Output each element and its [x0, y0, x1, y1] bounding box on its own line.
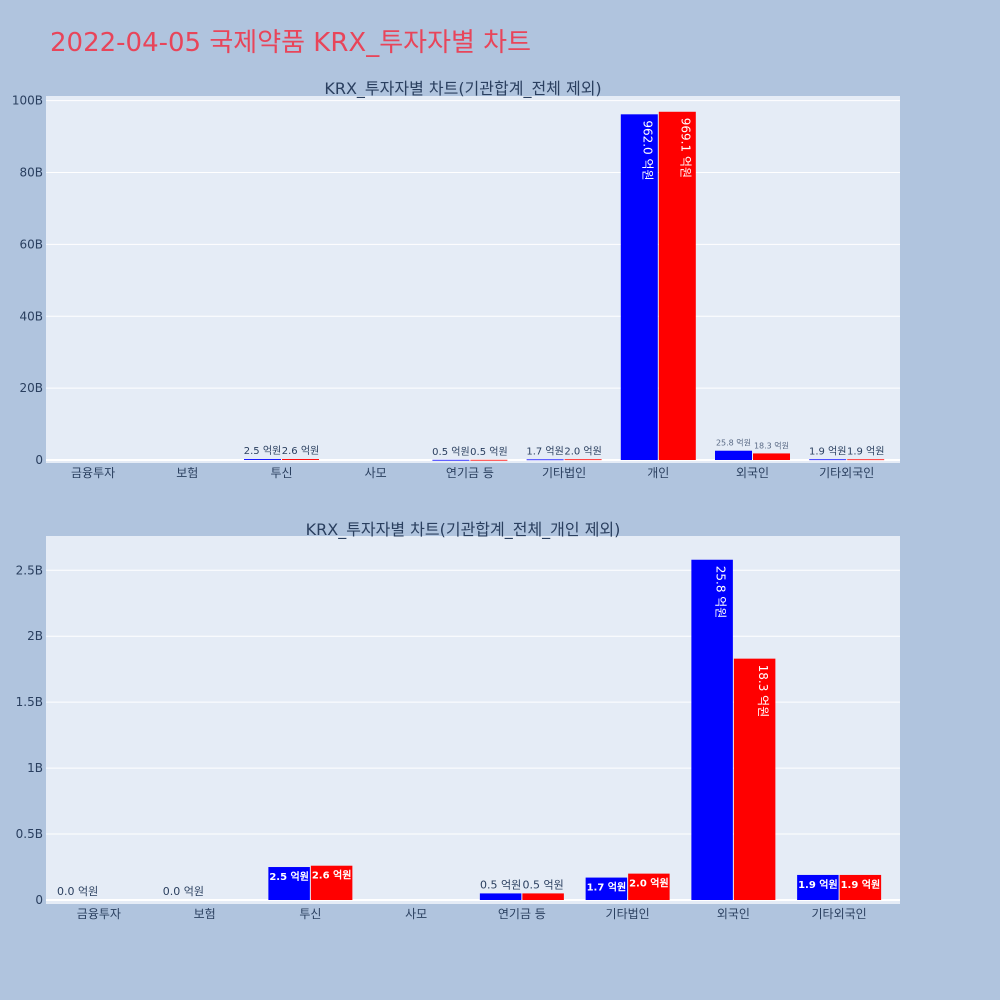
y-tick-label: 2.5B: [16, 563, 43, 577]
data-label: 1.7 억원: [587, 881, 627, 894]
data-label: 2.0 억원: [564, 445, 601, 457]
y-tick-label: 100B: [12, 94, 43, 108]
data-label: 1.9 억원: [809, 445, 846, 457]
x-tick-label: 연기금 등: [446, 466, 494, 480]
x-tick-label: 개인: [647, 466, 669, 480]
data-label: 1.9 억원: [841, 878, 881, 891]
data-label: 0.5 억원: [432, 446, 469, 458]
bar[interactable]: [753, 453, 790, 460]
x-tick-label: 외국인: [717, 907, 750, 921]
x-tick-label: 연기금 등: [498, 907, 546, 921]
x-tick-label: 보험: [176, 466, 198, 480]
data-label: 25.8 억원: [713, 566, 727, 619]
bar[interactable]: [620, 114, 658, 460]
page-title: 2022-04-05 국제약품 KRX_투자자별 차트: [50, 28, 532, 58]
x-tick-label: 금융투자: [71, 466, 115, 480]
data-label: 2.6 억원: [282, 445, 319, 457]
x-tick-label: 사모: [365, 466, 387, 480]
data-label: 18.3 억원: [756, 665, 770, 718]
bar[interactable]: [715, 450, 752, 460]
x-tick-label: 기타법인: [542, 466, 586, 480]
x-tick-label: 기타외국인: [812, 907, 867, 921]
bar[interactable]: [628, 873, 670, 900]
y-tick-label: 0: [35, 893, 43, 907]
data-label: 962.0 억원: [641, 120, 655, 180]
bar[interactable]: [244, 459, 281, 460]
x-tick-label: 기타법인: [606, 907, 650, 921]
x-tick-label: 사모: [405, 907, 427, 921]
bar[interactable]: [658, 111, 696, 460]
bar[interactable]: [282, 459, 319, 460]
data-label: 0.5 억원: [480, 878, 521, 891]
x-tick-label: 외국인: [736, 466, 769, 480]
data-label: 2.0 억원: [629, 877, 669, 890]
data-label: 1.9 억원: [847, 445, 884, 457]
data-label: 25.8 억원: [716, 438, 751, 448]
x-tick-label: 기타외국인: [819, 466, 874, 480]
bar[interactable]: [310, 865, 353, 900]
x-tick-label: 금융투자: [77, 907, 121, 921]
data-label: 969.1 억원: [679, 118, 693, 178]
y-tick-label: 0.5B: [16, 827, 43, 841]
bar[interactable]: [797, 874, 839, 900]
bar[interactable]: [522, 893, 564, 900]
data-label: 2.5 억원: [244, 445, 281, 457]
y-tick-label: 20B: [19, 381, 43, 395]
data-label: 0.5 억원: [523, 878, 564, 891]
y-tick-label: 0: [35, 453, 43, 467]
x-tick-label: 투신: [299, 907, 321, 921]
data-label: 2.5 억원: [269, 870, 309, 883]
x-tick-label: 투신: [270, 466, 292, 480]
bar[interactable]: [691, 559, 733, 900]
bar[interactable]: [839, 874, 882, 900]
bar[interactable]: [470, 459, 508, 461]
data-label: 0.5 억원: [470, 446, 507, 458]
data-label: 2.6 억원: [312, 869, 352, 882]
bar[interactable]: [479, 893, 522, 900]
bar[interactable]: [847, 459, 885, 461]
y-tick-label: 80B: [19, 166, 43, 180]
y-tick-label: 1B: [27, 761, 43, 775]
bar[interactable]: [432, 459, 470, 461]
data-label: 0.0 억원: [57, 885, 98, 898]
bar[interactable]: [564, 459, 602, 461]
data-label: 0.0 억원: [163, 885, 204, 898]
chart-title: KRX_투자자별 차트(기관합계_전체 제외): [324, 79, 601, 99]
bar[interactable]: [733, 658, 776, 900]
y-tick-label: 2B: [27, 629, 43, 643]
bar[interactable]: [585, 877, 628, 900]
data-label: 18.3 억원: [754, 440, 789, 450]
data-label: 1.7 억원: [526, 445, 563, 457]
data-label: 1.9 억원: [798, 878, 838, 891]
y-tick-label: 1.5B: [16, 695, 43, 709]
bar[interactable]: [809, 459, 847, 461]
y-tick-label: 40B: [19, 309, 43, 323]
bar[interactable]: [268, 867, 310, 900]
bar[interactable]: [526, 459, 564, 461]
plot-area-1: [46, 96, 900, 463]
x-tick-label: 보험: [194, 907, 216, 921]
chart-title: KRX_투자자별 차트(기관합계_전체_개인 제외): [306, 520, 621, 540]
y-tick-label: 60B: [19, 237, 43, 251]
